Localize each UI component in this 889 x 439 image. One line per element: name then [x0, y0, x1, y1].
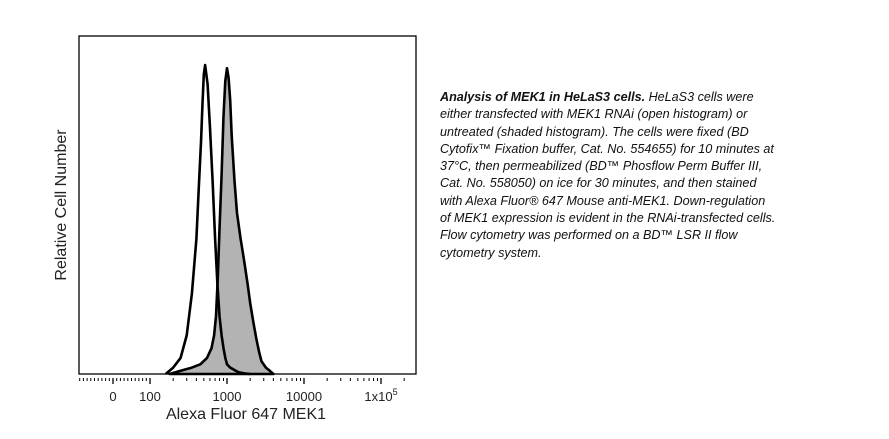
- series-layer: [164, 63, 275, 376]
- x-tick-label: 100: [139, 389, 161, 404]
- caption-line: 37°C, then permeabilized (BD™ Phosflow P…: [440, 159, 763, 174]
- x-tick-label: 0: [109, 389, 116, 404]
- x-axis-tick-labels: 0 100 1000 10000 1x105: [109, 387, 397, 404]
- histogram-open: [164, 63, 251, 376]
- caption-title: Analysis of MEK1 in HeLaS3 cells.: [440, 90, 646, 104]
- caption-line: with Alexa Fluor® 647 Mouse anti-MEK1. D…: [440, 193, 766, 208]
- x-axis-minor-ticks: [79, 378, 405, 381]
- caption-line: Flow cytometry was performed on a BD™ LS…: [440, 228, 738, 243]
- x-tick-superscript: 5: [393, 387, 398, 397]
- caption-line: either transfected with MEK1 RNAi (open …: [440, 107, 748, 122]
- caption-line: Cytofix™ Fixation buffer, Cat. No. 55465…: [440, 141, 774, 156]
- caption-line: Cat. No. 558050) on ice for 30 minutes, …: [440, 176, 757, 191]
- caption-line: of MEK1 expression is evident in the RNA…: [440, 211, 776, 226]
- caption-line: cytometry system.: [440, 245, 542, 260]
- caption-line: Analysis of MEK1 in HeLaS3 cells. HeLaS3…: [440, 90, 754, 104]
- figure-caption: Analysis of MEK1 in HeLaS3 cells. HeLaS3…: [440, 89, 840, 262]
- x-axis-major-ticks: [112, 378, 382, 384]
- x-tick-label: 10000: [286, 389, 322, 404]
- x-axis-title: Alexa Fluor 647 MEK1: [166, 406, 326, 423]
- plot-frame: [78, 35, 417, 375]
- y-axis-title: Relative Cell Number: [53, 129, 70, 281]
- x-tick-label: 1x105: [364, 387, 397, 404]
- caption-line: untreated (shaded histogram). The cells …: [440, 124, 749, 139]
- x-tick-label: 1000: [213, 389, 242, 404]
- histogram-shaded: [168, 66, 275, 376]
